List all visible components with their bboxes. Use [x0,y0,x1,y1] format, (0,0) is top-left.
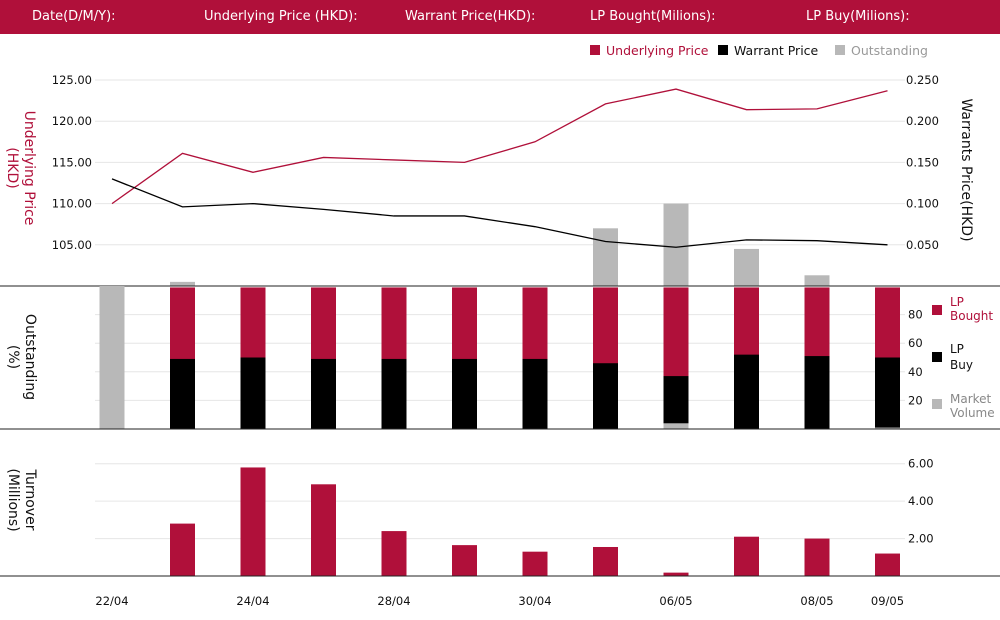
legend-label-outstanding: Outstanding [851,43,928,58]
bar-turnover [452,545,477,576]
bar-lp-buy [240,357,266,429]
ylabel-underlying-line2: (HKD) [4,147,20,188]
ytick-warrant: 0.250 [906,73,939,87]
bar-market-volume [875,427,900,429]
bar-turnover [311,484,336,576]
bar-outstanding [170,281,195,286]
ylabel-outstanding-line2: (%) [5,345,21,369]
legend-label-market-volume-1: Market [950,392,992,406]
bar-turnover [240,467,266,576]
ylabel-turnover-line2: (Millions) [5,468,21,531]
bar-lp-buy [734,354,759,429]
legend-swatch-outstanding [835,45,845,55]
header-lp-buy-label: LP Buy(Milions): [806,9,910,24]
bar-market-volume [99,286,125,429]
bar-outstanding [663,203,689,286]
header-bar: Date(D/M/Y): Underlying Price (HKD): War… [0,0,1000,34]
ylabel-turnover-line1: Turnover [22,469,38,531]
bar-turnover [381,531,407,576]
bar-turnover [875,553,900,576]
bar-lp-buy [804,356,830,429]
xtick-label: 28/04 [377,594,410,608]
bar-turnover [734,536,759,576]
ytick-underlying: 110.00 [52,197,92,211]
ytick-outstanding: 60 [908,336,923,350]
bar-turnover [804,538,830,576]
legend-swatch-market-volume [932,399,942,409]
ytick-outstanding: 40 [908,365,923,379]
ytick-underlying: 115.00 [52,155,92,169]
header-underlying-label: Underlying Price (HKD): [204,9,358,24]
ytick-turnover: 2.00 [908,532,934,546]
ytick-underlying: 120.00 [52,114,92,128]
ytick-turnover: 6.00 [908,457,934,471]
bar-turnover [170,523,195,576]
legend-label-lp-bought-1: LP [950,295,964,309]
header-warrant-label: Warrant Price(HKD): [405,9,536,24]
legend-label-lp-buy-1: LP [950,342,964,356]
legend-swatch-underlying [590,45,600,55]
ytick-warrant: 0.100 [906,197,939,211]
legend-label-lp-buy-2: Buy [950,358,973,372]
bar-turnover [663,572,689,576]
legend-swatch-warrant [718,45,728,55]
bar-lp-buy [381,358,407,429]
bar-lp-buy [663,376,689,429]
bar-lp-buy [522,358,548,429]
xtick-label: 22/04 [95,594,128,608]
legend-label-market-volume-2: Volume [950,406,995,420]
legend-label-lp-bought-2: Bought [950,309,993,323]
ylabel-outstanding-line1: Outstanding [22,314,38,400]
ytick-underlying: 105.00 [52,238,92,252]
bar-outstanding [734,248,759,286]
y2label-warrant: Warrants Price(HKD) [958,98,974,241]
header-lp-bought-label: LP Bought(Milions): [590,9,716,24]
bar-lp-buy [452,358,477,429]
ytick-underlying: 125.00 [52,73,92,87]
legend-swatch-lp-buy [932,352,942,362]
ytick-warrant: 0.050 [906,238,939,252]
line-warrant-price [111,178,888,248]
ytick-warrant: 0.150 [906,155,939,169]
legend-swatch-lp-bought [932,305,942,315]
xtick-label: 06/05 [659,594,692,608]
ytick-outstanding: 20 [908,393,923,407]
ytick-turnover: 4.00 [908,494,934,508]
bar-market-volume [663,423,689,429]
ylabel-underlying-line1: Underlying Price [21,111,37,226]
line-underlying-price [111,88,888,205]
ytick-outstanding: 80 [908,308,923,322]
legend-label-underlying: Underlying Price [606,43,709,58]
bar-outstanding [804,275,830,286]
xtick-label: 09/05 [871,594,904,608]
bar-outstanding [593,228,618,286]
legend-label-warrant: Warrant Price [734,43,819,58]
bar-lp-buy [875,357,900,429]
bar-lp-buy [170,358,195,429]
xtick-label: 24/04 [236,594,269,608]
bar-turnover [522,551,548,576]
header-date-label: Date(D/M/Y): [32,9,116,24]
bar-lp-buy [311,358,336,429]
bar-lp-buy [593,363,618,429]
bar-turnover [593,546,618,576]
ytick-warrant: 0.200 [906,114,939,128]
xtick-label: 08/05 [800,594,833,608]
xtick-label: 30/04 [518,594,551,608]
